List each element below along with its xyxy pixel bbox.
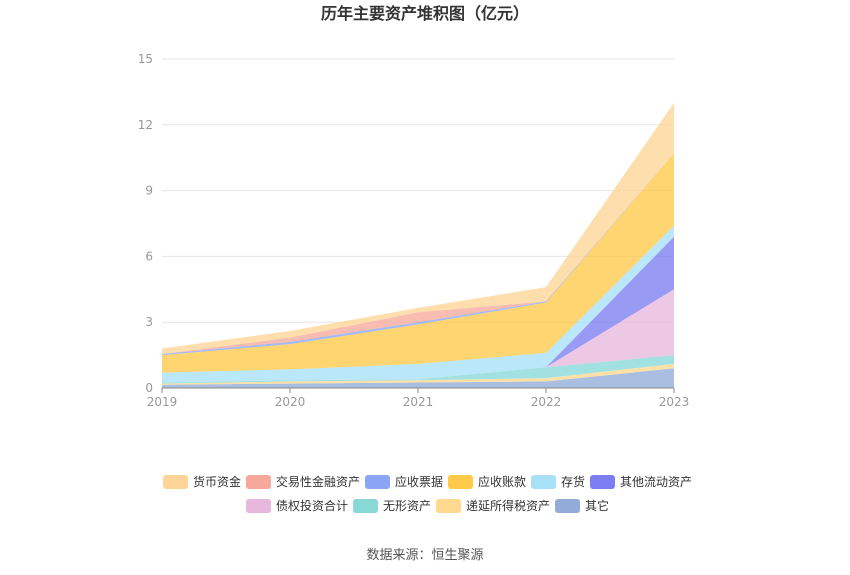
legend-label: 应收账款 — [478, 474, 526, 489]
chart-title: 历年主要资产堆积图（亿元） — [321, 4, 529, 23]
x-tick-label: 2023 — [659, 395, 690, 409]
legend-item[interactable]: 其它 — [555, 498, 609, 513]
legend-swatch — [531, 475, 556, 489]
legend-swatch — [555, 499, 580, 513]
area-应收账款 — [162, 153, 674, 373]
x-tick-label: 2022 — [531, 395, 562, 409]
legend-label: 交易性金融资产 — [276, 474, 360, 489]
legend-item[interactable]: 应收账款 — [448, 474, 526, 489]
legend-item[interactable]: 其他流动资产 — [590, 475, 692, 489]
y-tick-label: 6 — [145, 249, 153, 263]
y-tick-label: 9 — [145, 184, 153, 198]
legend-swatch — [246, 499, 271, 513]
legend-item[interactable]: 无形资产 — [353, 499, 431, 513]
area-货币资金 — [162, 102, 674, 355]
legend-swatch — [246, 475, 271, 489]
y-tick-label: 12 — [138, 118, 153, 132]
area-其它 — [162, 368, 674, 388]
area-无形资产 — [162, 355, 674, 384]
legend-item[interactable]: 应收票据 — [365, 474, 443, 489]
x-tick-label: 2019 — [147, 395, 178, 409]
legend-swatch — [353, 499, 378, 513]
legend-swatch — [163, 475, 188, 489]
x-tick-label: 2021 — [403, 395, 434, 409]
legend-swatch — [365, 475, 390, 489]
series-areas — [162, 102, 674, 388]
area-递延所得税资产 — [162, 363, 674, 385]
legend-label: 递延所得税资产 — [466, 498, 550, 513]
legend-label: 无形资产 — [383, 499, 431, 513]
legend-label: 应收票据 — [395, 474, 443, 489]
area-交易性金融资产 — [162, 153, 674, 354]
y-tick-label: 0 — [145, 381, 153, 395]
legend-swatch — [448, 475, 473, 489]
legend-label: 其他流动资产 — [620, 475, 692, 489]
y-tick-label: 3 — [145, 315, 153, 329]
legend-swatch — [436, 499, 461, 513]
data-source: 数据来源：恒生聚源 — [366, 548, 483, 563]
axes: 0 3 6 9 12 15 2019 2020 2021 2022 2023 — [138, 52, 690, 409]
legend-item[interactable]: 货币资金 — [163, 474, 241, 489]
legend-item[interactable]: 债权投资合计 — [246, 498, 348, 513]
legend-item[interactable]: 递延所得税资产 — [436, 498, 550, 513]
legend-swatch — [590, 475, 615, 489]
x-tick-label: 2020 — [275, 395, 306, 409]
legend-label: 其它 — [585, 498, 609, 513]
legend-label: 债权投资合计 — [276, 498, 348, 513]
y-tick-label: 15 — [138, 52, 153, 66]
legend-label: 货币资金 — [193, 474, 241, 489]
legend-item[interactable]: 存货 — [531, 474, 585, 489]
legend-item[interactable]: 交易性金融资产 — [246, 474, 360, 489]
legend-label: 存货 — [561, 474, 585, 489]
